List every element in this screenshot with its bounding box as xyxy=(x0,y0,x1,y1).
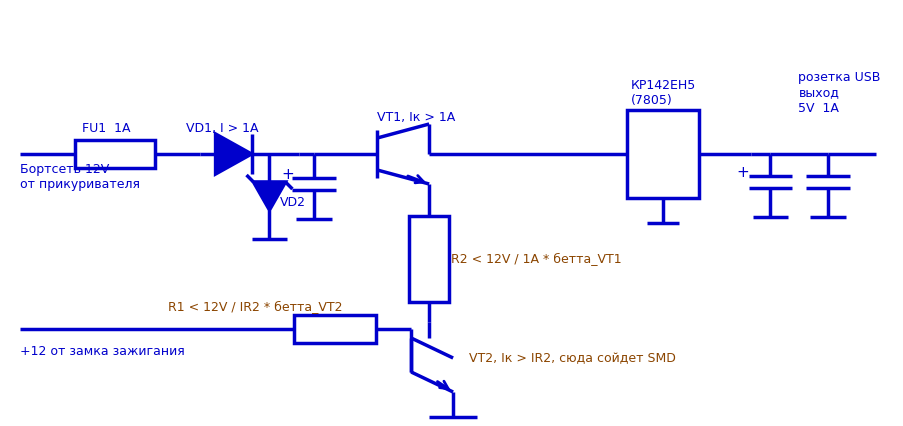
Text: +12 от замка зажигания: +12 от замка зажигания xyxy=(20,345,184,358)
Text: КР142ЕН5
(7805): КР142ЕН5 (7805) xyxy=(630,79,695,107)
Text: +: + xyxy=(736,165,749,180)
Text: R2 < 12V / 1A * бетта_VT1: R2 < 12V / 1A * бетта_VT1 xyxy=(451,253,621,266)
Text: VD2: VD2 xyxy=(279,196,305,209)
Polygon shape xyxy=(215,135,251,175)
Bar xyxy=(409,216,449,302)
Text: розетка USB
выход
5V  1A: розетка USB выход 5V 1A xyxy=(797,71,880,114)
Text: VT2, Iк > IR2, сюда сойдет SMD: VT2, Iк > IR2, сюда сойдет SMD xyxy=(469,352,675,365)
Text: VT1, Iк > 1A: VT1, Iк > 1A xyxy=(377,110,455,123)
Text: +: + xyxy=(281,167,293,182)
Bar xyxy=(626,111,698,199)
Bar xyxy=(75,141,154,169)
Text: R1 < 12V / IR2 * бетта_VT2: R1 < 12V / IR2 * бетта_VT2 xyxy=(167,301,342,314)
Polygon shape xyxy=(253,183,285,210)
Text: Бортсеть 12V
от прикуривателя: Бортсеть 12V от прикуривателя xyxy=(20,163,140,190)
Bar xyxy=(294,315,376,343)
Text: FU1  1A: FU1 1A xyxy=(82,122,130,135)
Text: VD1, I > 1A: VD1, I > 1A xyxy=(185,122,258,135)
